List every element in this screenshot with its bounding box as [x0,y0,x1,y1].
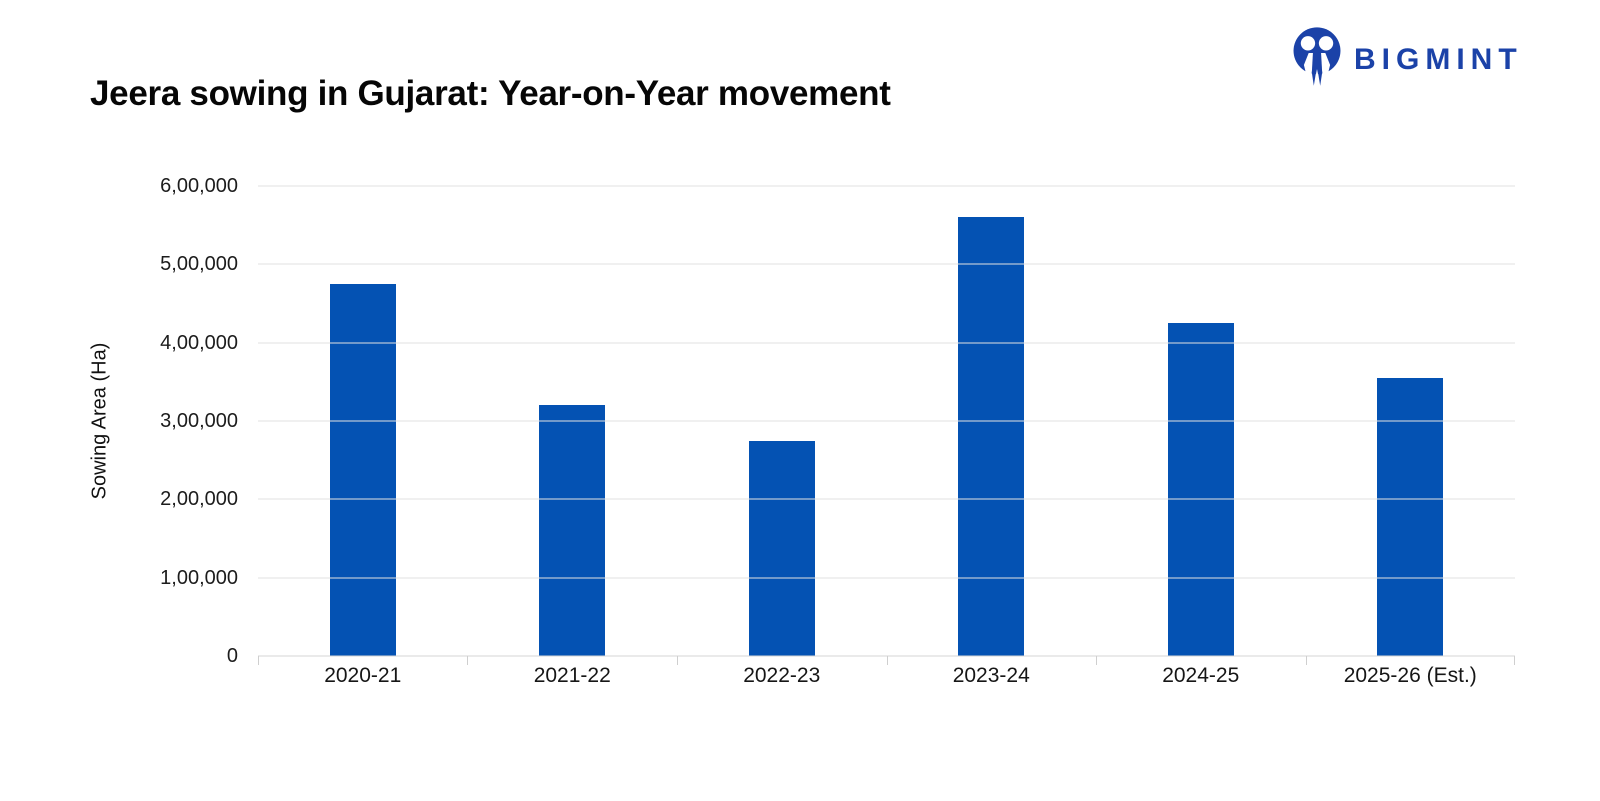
y-tick-label: 3,00,000 [160,410,238,432]
bigmint-logo-text: BIGMINT [1354,43,1523,76]
gridline [258,263,1515,265]
bar-2020-21 [329,283,396,656]
bigmint-logo: BIGMINT [1290,26,1523,88]
y-axis-title: Sowing Area (Ha) [88,342,111,500]
y-tick-label: 4,00,000 [160,331,238,354]
y-tick-label: 5,00,000 [160,253,238,276]
bar-cell [1096,186,1306,656]
x-tick-label: 2024-25 [1162,664,1240,687]
gridline [258,577,1515,579]
bars-layer [258,186,1515,656]
y-tick-label: 0 [226,645,238,667]
y-tick-label: 6,00,000 [160,175,238,197]
x-axis-tick [1095,656,1097,665]
bar-cell [468,186,678,656]
gridline [258,498,1515,500]
bar-2022-23 [748,440,815,656]
bigmint-logo-icon [1293,27,1341,86]
x-tick-label: 2022-23 [743,664,821,687]
x-axis-labels: 2020-21 2021-22 2022-23 2023-24 2024-25 2025-… [258,664,1515,688]
x-tick-label: 2020-21 [324,664,402,687]
chart-title: Jeera sowing in Gujarat: Year-on-Year mo… [90,74,891,113]
x-axis-tick [258,656,259,665]
y-tick-label: 2,00,000 [160,488,238,511]
x-axis-tick [886,656,888,665]
x-axis-tick [1305,656,1307,665]
bar-2025-26 (Est.) [1377,377,1444,656]
bar-cell [677,186,887,656]
bar-cell [1306,186,1516,656]
bar-2024-25 [1167,323,1234,656]
x-axis-tick [676,656,678,665]
y-tick-label: 1,00,000 [160,566,238,589]
x-axis-tick [467,656,469,665]
x-tick-label: 2023-24 [952,664,1030,687]
gridline [258,420,1515,422]
gridline [258,342,1515,344]
plot-area: 2020-21 2021-22 2022-23 2023-24 2024-25 2025-… [160,176,1515,687]
x-axis-tick [1514,656,1515,665]
bar-cell [258,186,468,656]
bar-2023-24 [958,217,1025,656]
x-tick-label: 2025-26 (Est.) [1343,664,1477,687]
bar-2021-22 [539,405,606,656]
gridline [258,185,1515,187]
x-tick-label: 2021-22 [533,664,611,687]
bar-cell [887,186,1097,656]
